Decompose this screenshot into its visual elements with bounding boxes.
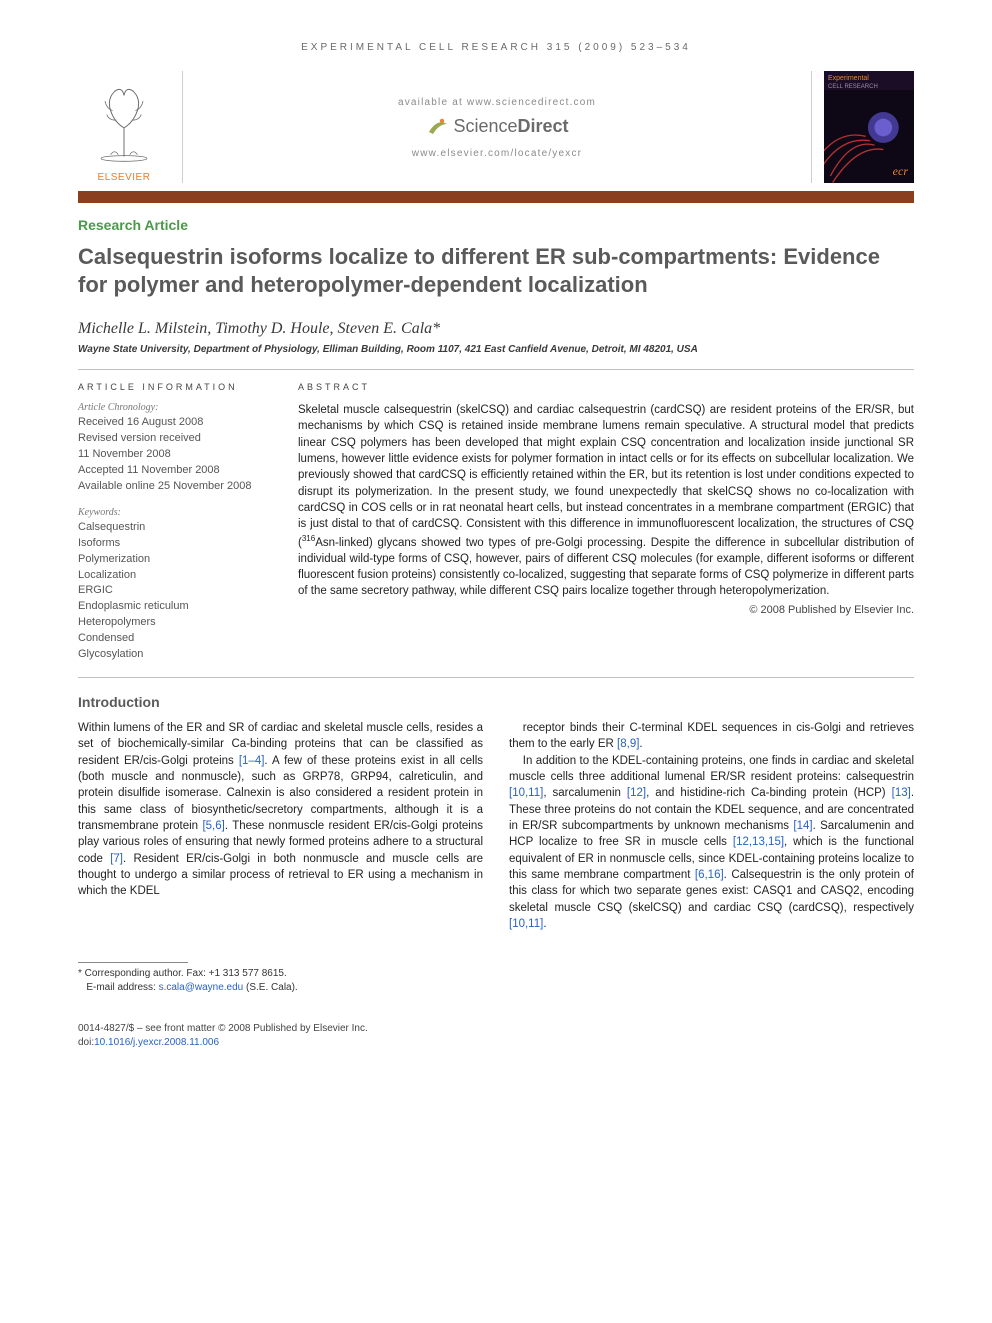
intro-paragraph: Within lumens of the ER and SR of cardia… — [78, 720, 483, 900]
article-title: Calsequestrin isoforms localize to diffe… — [78, 243, 914, 298]
elsevier-label: ELSEVIER — [98, 172, 151, 183]
article-type: Research Article — [78, 217, 914, 233]
sciencedirect-swoosh-icon — [425, 114, 449, 138]
introduction-heading: Introduction — [78, 694, 914, 710]
keyword: Isoforms — [78, 536, 268, 552]
accepted-date: Accepted 11 November 2008 — [78, 463, 268, 479]
meta-abstract-row: ARTICLE INFORMATION Article Chronology: … — [78, 370, 914, 677]
affiliation: Wayne State University, Department of Ph… — [78, 344, 914, 355]
elsevier-logo-block: ELSEVIER — [78, 71, 170, 183]
email-link[interactable]: s.cala@wayne.edu — [159, 982, 244, 993]
divider — [78, 677, 914, 678]
keyword: Glycosylation — [78, 647, 268, 663]
chronology-label: Article Chronology: — [78, 402, 268, 413]
keyword: Localization — [78, 568, 268, 584]
revised-label: Revised version received — [78, 431, 268, 447]
footnotes: * Corresponding author. Fax: +1 313 577 … — [78, 967, 914, 994]
doi-link[interactable]: 10.1016/j.yexcr.2008.11.006 — [94, 1037, 219, 1048]
cover-art-icon: ecr — [824, 90, 914, 183]
article-info-heading: ARTICLE INFORMATION — [78, 382, 268, 392]
sciencedirect-logo: ScienceDirect — [425, 114, 568, 138]
keyword: ERGIC — [78, 583, 268, 599]
journal-cover-thumb: ExperimentalCELL RESEARCH ecr — [824, 71, 914, 183]
orange-divider-bar — [78, 191, 914, 203]
keyword: Endoplasmic reticulum — [78, 599, 268, 615]
keyword: Calsequestrin — [78, 520, 268, 536]
corresponding-author: * Corresponding author. Fax: +1 313 577 … — [78, 967, 914, 981]
cover-ecr-label: ecr — [893, 164, 908, 179]
introduction-body: Within lumens of the ER and SR of cardia… — [78, 720, 914, 932]
abstract-text: Skeletal muscle calsequestrin (skelCSQ) … — [298, 402, 914, 600]
intro-paragraph: In addition to the KDEL-containing prote… — [509, 753, 914, 933]
masthead-center: available at www.sciencedirect.com Scien… — [182, 71, 812, 183]
journal-url[interactable]: www.elsevier.com/locate/yexcr — [412, 148, 582, 159]
revised-date: 11 November 2008 — [78, 447, 268, 463]
footnote-rule — [78, 962, 188, 963]
keyword: Condensed — [78, 631, 268, 647]
masthead: ELSEVIER available at www.sciencedirect.… — [78, 71, 914, 183]
abstract-heading: ABSTRACT — [298, 382, 914, 392]
bottom-meta: 0014-4827/$ – see front matter © 2008 Pu… — [78, 1022, 914, 1049]
article-info-column: ARTICLE INFORMATION Article Chronology: … — [78, 382, 268, 663]
available-at-text: available at www.sciencedirect.com — [398, 97, 596, 108]
intro-paragraph: receptor binds their C-terminal KDEL seq… — [509, 720, 914, 753]
running-header: EXPERIMENTAL CELL RESEARCH 315 (2009) 52… — [78, 42, 914, 53]
online-date: Available online 25 November 2008 — [78, 479, 268, 495]
cover-title: ExperimentalCELL RESEARCH — [824, 71, 914, 90]
abstract-copyright: © 2008 Published by Elsevier Inc. — [298, 604, 914, 616]
email-line: E-mail address: s.cala@wayne.edu (S.E. C… — [78, 981, 914, 995]
introduction-section: Introduction Within lumens of the ER and… — [78, 694, 914, 1049]
authors: Michelle L. Milstein, Timothy D. Houle, … — [78, 320, 914, 338]
elsevier-tree-icon — [84, 80, 164, 170]
keywords-label: Keywords: — [78, 507, 268, 518]
received-date: Received 16 August 2008 — [78, 415, 268, 431]
keyword: Heteropolymers — [78, 615, 268, 631]
sciencedirect-text: ScienceDirect — [453, 116, 568, 137]
issn-line: 0014-4827/$ – see front matter © 2008 Pu… — [78, 1022, 914, 1036]
doi-line: doi:10.1016/j.yexcr.2008.11.006 — [78, 1036, 914, 1050]
abstract-column: ABSTRACT Skeletal muscle calsequestrin (… — [298, 382, 914, 663]
keyword: Polymerization — [78, 552, 268, 568]
